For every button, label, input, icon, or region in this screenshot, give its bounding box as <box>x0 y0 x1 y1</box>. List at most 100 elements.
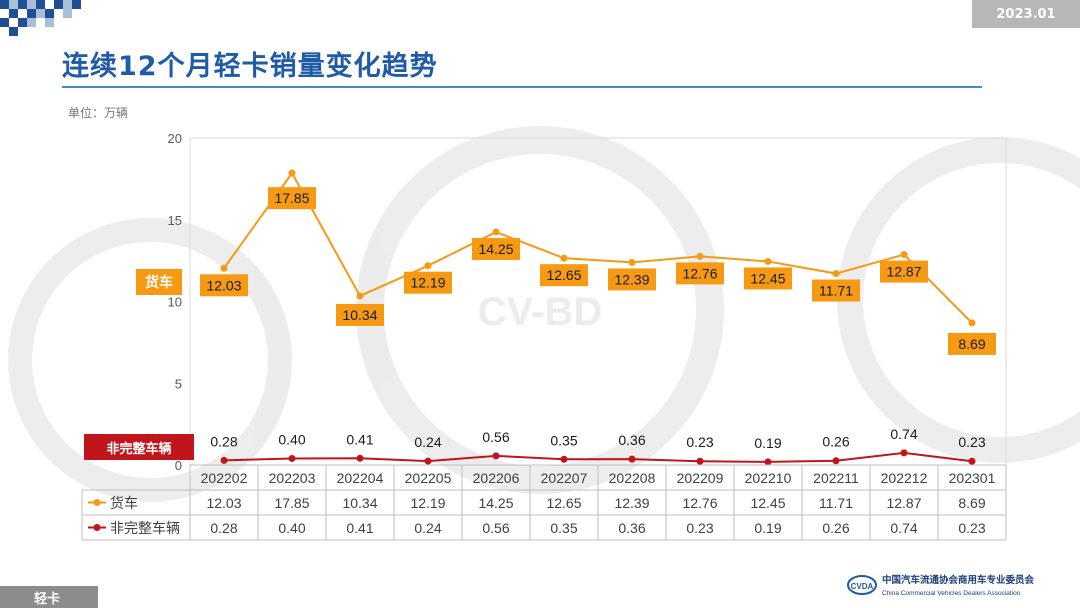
unit-label: 单位：万辆 <box>68 106 129 120</box>
table-cell: 14.25 <box>478 495 513 511</box>
data-point <box>356 454 364 462</box>
x-category-label: 202210 <box>745 470 792 486</box>
x-category-label: 202301 <box>949 470 996 486</box>
data-label: 0.35 <box>550 432 577 448</box>
table-cell: 0.74 <box>890 520 917 536</box>
data-point <box>560 455 568 463</box>
y-tick-label: 15 <box>168 213 182 228</box>
data-point <box>492 452 500 460</box>
table-cell: 8.69 <box>958 495 985 511</box>
data-label: 10.34 <box>342 307 377 323</box>
data-label-box <box>608 268 656 291</box>
table-cell: 0.35 <box>550 520 577 536</box>
series-lines: 12.03 17.85 10.34 12.19 14.25 12.65 12.39 12.76… <box>200 169 996 466</box>
data-label: 0.26 <box>822 434 849 450</box>
data-label: 8.69 <box>958 336 985 352</box>
data-label: 12.87 <box>886 264 921 280</box>
table-cell: 0.40 <box>278 520 305 536</box>
data-point <box>560 254 568 262</box>
org-name-en: China Commercial Vehicles Dealers Associ… <box>882 590 1021 597</box>
x-category-label: 202202 <box>201 470 248 486</box>
data-point <box>356 292 364 300</box>
series-tag-incomplete-vehicle: 非完整车辆 <box>84 434 194 460</box>
table-cell: 10.34 <box>342 495 377 511</box>
footer-category-tag: 轻卡 <box>0 586 98 608</box>
table-cell: 0.26 <box>822 520 849 536</box>
page-title: 连续12个月轻卡销量变化趋势 <box>62 51 438 82</box>
legend-label: 货车 <box>110 495 138 512</box>
data-point <box>288 454 296 462</box>
data-label-box <box>404 271 452 294</box>
table-cell: 0.41 <box>346 520 373 536</box>
data-label-box <box>472 238 520 261</box>
data-point <box>764 458 772 466</box>
table-cell: 12.39 <box>614 495 649 511</box>
data-point <box>900 449 908 457</box>
data-label: 0.41 <box>346 431 373 447</box>
data-label: 12.76 <box>682 265 717 281</box>
table-cell: 17.85 <box>274 495 309 511</box>
y-tick-label: 0 <box>175 458 182 473</box>
title-divider <box>62 86 982 88</box>
table-cell: 0.19 <box>754 520 781 536</box>
table-cell: 12.76 <box>682 495 717 511</box>
data-label: 0.28 <box>210 433 237 449</box>
legend-label: 非完整车辆 <box>110 520 180 537</box>
x-category-label: 202204 <box>337 470 384 486</box>
legend-marker <box>93 524 101 531</box>
data-point <box>696 457 704 465</box>
data-label: 0.36 <box>618 432 645 448</box>
data-label: 14.25 <box>478 241 513 257</box>
data-label: 12.45 <box>750 270 785 286</box>
data-label-box <box>540 264 588 287</box>
data-label-box <box>336 303 384 326</box>
data-point <box>968 457 976 465</box>
y-tick-label: 20 <box>168 131 182 146</box>
data-label: 0.40 <box>278 431 305 447</box>
legend-marker <box>93 499 101 506</box>
data-label-box <box>812 279 860 302</box>
data-label: 12.65 <box>546 267 581 283</box>
data-label-box <box>948 332 996 355</box>
data-point <box>424 457 432 465</box>
data-point <box>696 252 704 260</box>
data-label-box <box>268 187 316 210</box>
x-category-label: 202206 <box>473 470 520 486</box>
org-name-cn: 中国汽车流通协会商用车专业委员会 <box>882 574 1035 586</box>
association-logo: CVDA 中国汽车流通协会商用车专业委员会 China Commercial V… <box>847 574 1035 597</box>
data-point <box>832 270 840 278</box>
data-label: 0.19 <box>754 435 781 451</box>
data-point <box>628 258 636 266</box>
table-cell: 0.28 <box>210 520 237 536</box>
x-category-label: 202212 <box>881 470 928 486</box>
data-label: 0.23 <box>686 434 713 450</box>
data-label: 0.23 <box>958 434 985 450</box>
table-cell: 0.36 <box>618 520 645 536</box>
watermark-text: CV-BD <box>478 290 602 334</box>
data-label: 12.39 <box>614 271 649 287</box>
table-cell: 0.56 <box>482 520 509 536</box>
table-cell: 0.23 <box>686 520 713 536</box>
x-category-label: 202205 <box>405 470 452 486</box>
data-label: 0.74 <box>890 426 917 442</box>
y-tick-label: 5 <box>175 376 182 391</box>
data-label: 12.19 <box>410 275 445 291</box>
y-axis: 0 5 10 15 20 <box>168 131 182 473</box>
data-point <box>832 457 840 465</box>
x-category-label: 202207 <box>541 470 588 486</box>
series-line-0 <box>223 171 973 324</box>
data-label: 12.03 <box>206 277 241 293</box>
data-point <box>764 257 772 265</box>
series-tag-truck: 货车 <box>136 269 182 295</box>
data-label-box <box>744 267 792 290</box>
table-cell: 12.45 <box>750 495 785 511</box>
x-category-label: 202211 <box>813 470 859 486</box>
logo-short-text: CVDA <box>851 582 874 591</box>
table-cell: 0.23 <box>958 520 985 536</box>
table-cell: 12.03 <box>206 495 241 511</box>
y-tick-label: 10 <box>168 295 182 310</box>
data-point <box>900 251 908 259</box>
date-badge: 2023.01 <box>972 0 1080 28</box>
table-cell: 12.65 <box>546 495 581 511</box>
